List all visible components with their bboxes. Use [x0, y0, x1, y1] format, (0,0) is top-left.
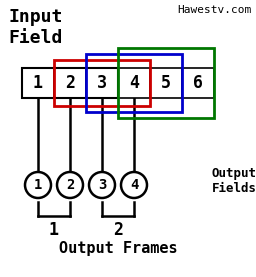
Text: Output Frames: Output Frames	[59, 240, 177, 255]
Text: 2: 2	[66, 178, 74, 192]
Bar	[86, 54, 182, 112]
Text: 4: 4	[129, 74, 139, 92]
Text: 2: 2	[65, 74, 75, 92]
Bar	[22, 68, 54, 98]
Text: 5: 5	[161, 74, 171, 92]
Bar	[182, 68, 214, 98]
Text: 1: 1	[49, 221, 59, 239]
Bar	[54, 60, 150, 106]
Text: Output
Fields: Output Fields	[212, 166, 256, 196]
Bar	[54, 68, 86, 98]
Text: 6: 6	[193, 74, 203, 92]
Text: Hawestv.com: Hawestv.com	[177, 5, 251, 15]
Bar	[86, 68, 118, 98]
Text: 2: 2	[113, 221, 123, 239]
Circle shape	[57, 172, 83, 198]
Text: Input
Field: Input Field	[8, 8, 62, 47]
Text: 1: 1	[33, 74, 43, 92]
Circle shape	[89, 172, 115, 198]
Circle shape	[25, 172, 51, 198]
Circle shape	[121, 172, 147, 198]
Text: 3: 3	[98, 178, 106, 192]
Bar	[118, 48, 214, 118]
Bar	[118, 68, 150, 98]
Bar	[22, 68, 118, 98]
Bar	[150, 68, 182, 98]
Text: 4: 4	[130, 178, 138, 192]
Text: 1: 1	[34, 178, 42, 192]
Text: 3: 3	[97, 74, 107, 92]
